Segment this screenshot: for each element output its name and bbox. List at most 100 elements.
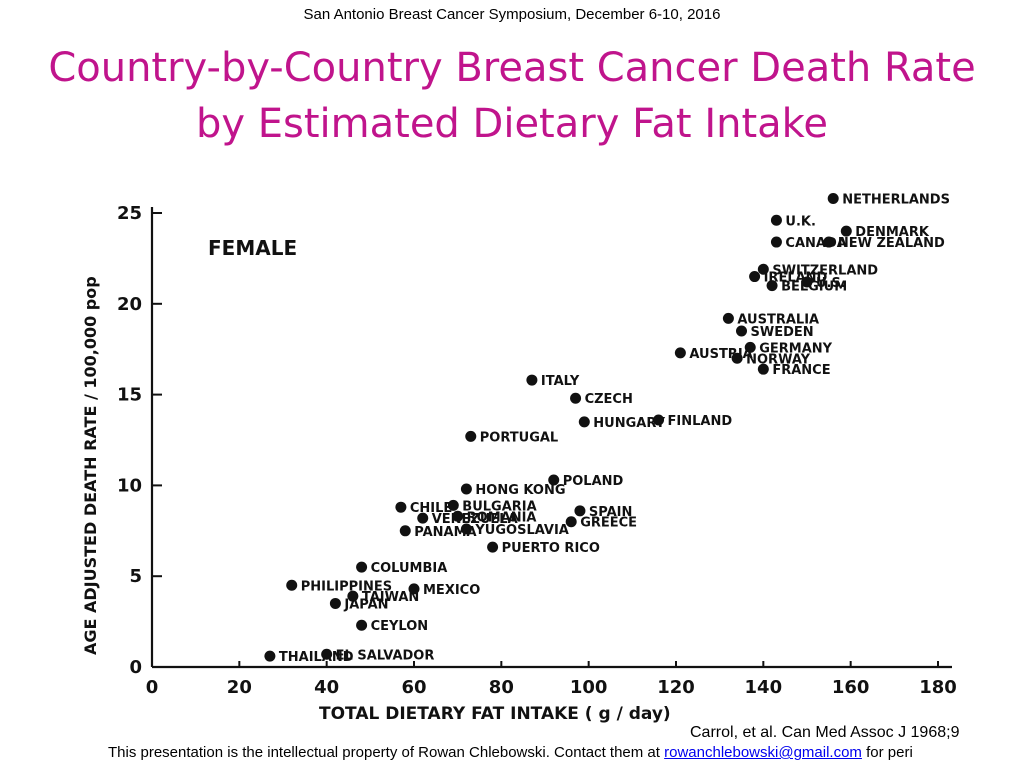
panel-label: FEMALE	[208, 236, 297, 260]
data-point	[574, 505, 586, 517]
data-point-label: BULGARIA	[462, 499, 536, 514]
data-point-label: HUNGARY	[593, 416, 665, 431]
data-point-label: BELGIUM	[781, 280, 847, 295]
data-point	[674, 347, 686, 359]
y-tick-label: 5	[129, 566, 142, 587]
data-point-label: CZECH	[585, 392, 633, 407]
data-point-label: FINLAND	[668, 414, 733, 429]
slide-title-line-2: by Estimated Dietary Fat Intake	[195, 101, 829, 147]
data-point	[770, 214, 782, 226]
data-point-label: HONG KONG	[475, 483, 565, 498]
slide-title-line-1: Country-by-Country Breast Cancer Death R…	[48, 45, 976, 91]
data-point	[722, 312, 734, 324]
x-tick-label: 120	[657, 677, 695, 698]
data-point	[731, 352, 743, 364]
data-point-label: NETHERLANDS	[842, 192, 950, 207]
data-point	[399, 525, 411, 537]
x-axis-label: TOTAL DIETARY FAT INTAKE ( g / day)	[319, 704, 671, 724]
data-point	[264, 650, 276, 662]
data-point-label: EL SALVADOR	[336, 648, 435, 663]
data-point	[526, 374, 538, 386]
data-point	[417, 512, 429, 524]
y-tick-label: 10	[117, 475, 142, 496]
data-point	[460, 483, 472, 495]
data-point	[757, 263, 769, 275]
data-point-label: AUSTRIA	[689, 347, 752, 362]
data-point	[465, 430, 477, 442]
data-point	[329, 597, 341, 609]
data-point-label: AUSTRALIA	[737, 312, 819, 327]
data-point	[460, 523, 472, 535]
data-point-label: SPAIN	[589, 505, 632, 520]
data-point-label: PUERTO RICO	[502, 541, 600, 556]
data-point	[356, 619, 368, 631]
x-tick-label: 60	[401, 677, 426, 698]
symposium-header: San Antonio Breast Cancer Symposium, Dec…	[303, 6, 721, 23]
x-tick-label: 140	[745, 677, 783, 698]
x-tick-label: 0	[146, 677, 159, 698]
data-point	[347, 590, 359, 602]
data-point	[487, 541, 499, 553]
data-point	[548, 474, 560, 486]
data-point-label: ITALY	[541, 374, 580, 389]
data-point	[321, 648, 333, 660]
data-point-label: COLUMBIA	[371, 561, 448, 576]
data-point-label: YUGOSLAVIA	[474, 523, 568, 538]
data-point-label: POLAND	[563, 474, 624, 489]
data-point-label: TAIWAN	[362, 590, 419, 605]
data-point	[744, 341, 756, 353]
slide-title: Country-by-Country Breast Cancer Death R…	[0, 40, 1024, 152]
footer-notice: This presentation is the intellectual pr…	[108, 744, 913, 761]
data-point	[736, 325, 747, 337]
data-point-label: FRANCE	[772, 363, 830, 378]
y-tick-label: 20	[117, 294, 142, 315]
data-point	[356, 561, 368, 573]
y-tick-label: 15	[117, 385, 142, 406]
x-tick-label: 40	[314, 677, 339, 698]
citation: Carrol, et al. Can Med Assoc J 1968;9	[690, 724, 960, 741]
data-point-label: SWEDEN	[751, 325, 814, 340]
data-point	[578, 416, 590, 428]
data-point-label: MEXICO	[423, 583, 480, 598]
y-tick-label: 25	[117, 203, 142, 224]
x-tick-label: 100	[570, 677, 608, 698]
data-point-label: NORWAY	[746, 352, 811, 367]
data-point-label: NEW ZEALAND	[838, 236, 945, 251]
y-tick-label: 0	[129, 657, 142, 678]
data-point-label: PORTUGAL	[480, 430, 558, 445]
data-point-label: U.K.	[785, 214, 816, 229]
data-point-label: THAILAND	[279, 650, 354, 665]
data-point	[757, 363, 769, 375]
footer-text: This presentation is the intellectual pr…	[108, 744, 665, 761]
data-point-label: GERMANY	[759, 341, 832, 356]
data-point-label: DENMARK	[855, 225, 930, 240]
data-point-label: GREECE	[580, 516, 637, 531]
data-point	[840, 225, 852, 237]
data-point	[286, 579, 298, 591]
data-point	[653, 414, 665, 426]
data-point	[823, 236, 835, 248]
data-point-label: ROMANIA	[467, 510, 537, 525]
x-tick-label: 20	[227, 677, 252, 698]
data-point	[827, 192, 839, 204]
data-point	[408, 583, 420, 595]
contact-email-link[interactable]: rowanchlebowski@gmail.com	[664, 744, 862, 761]
data-point-label: U.S.	[816, 276, 846, 291]
y-axis-label: AGE ADJUSTED DEATH RATE / 100,000 pop	[81, 276, 100, 655]
data-point	[447, 499, 459, 511]
data-point	[801, 276, 813, 288]
data-point	[565, 516, 577, 528]
scatter-chart: 0 20 40 60 80 100 120 140 160 180 0 5 10 15 20 25 THAIL…	[81, 192, 957, 724]
data-point	[770, 236, 782, 248]
data-point-label: CEYLON	[371, 619, 429, 634]
x-tick-label: 80	[489, 677, 514, 698]
x-tick-label: 180	[919, 677, 957, 698]
data-point	[766, 280, 778, 292]
chart-axes: 0 20 40 60 80 100 120 140 160 180 0 5 10 15 20 25	[117, 203, 957, 698]
data-point-label: SWITZERLAND	[772, 263, 878, 278]
data-point-label: PHILIPPINES	[301, 579, 392, 594]
footer-text-end: for peri	[861, 744, 913, 761]
data-point	[749, 271, 761, 283]
data-point-label: CHILE	[410, 501, 452, 516]
